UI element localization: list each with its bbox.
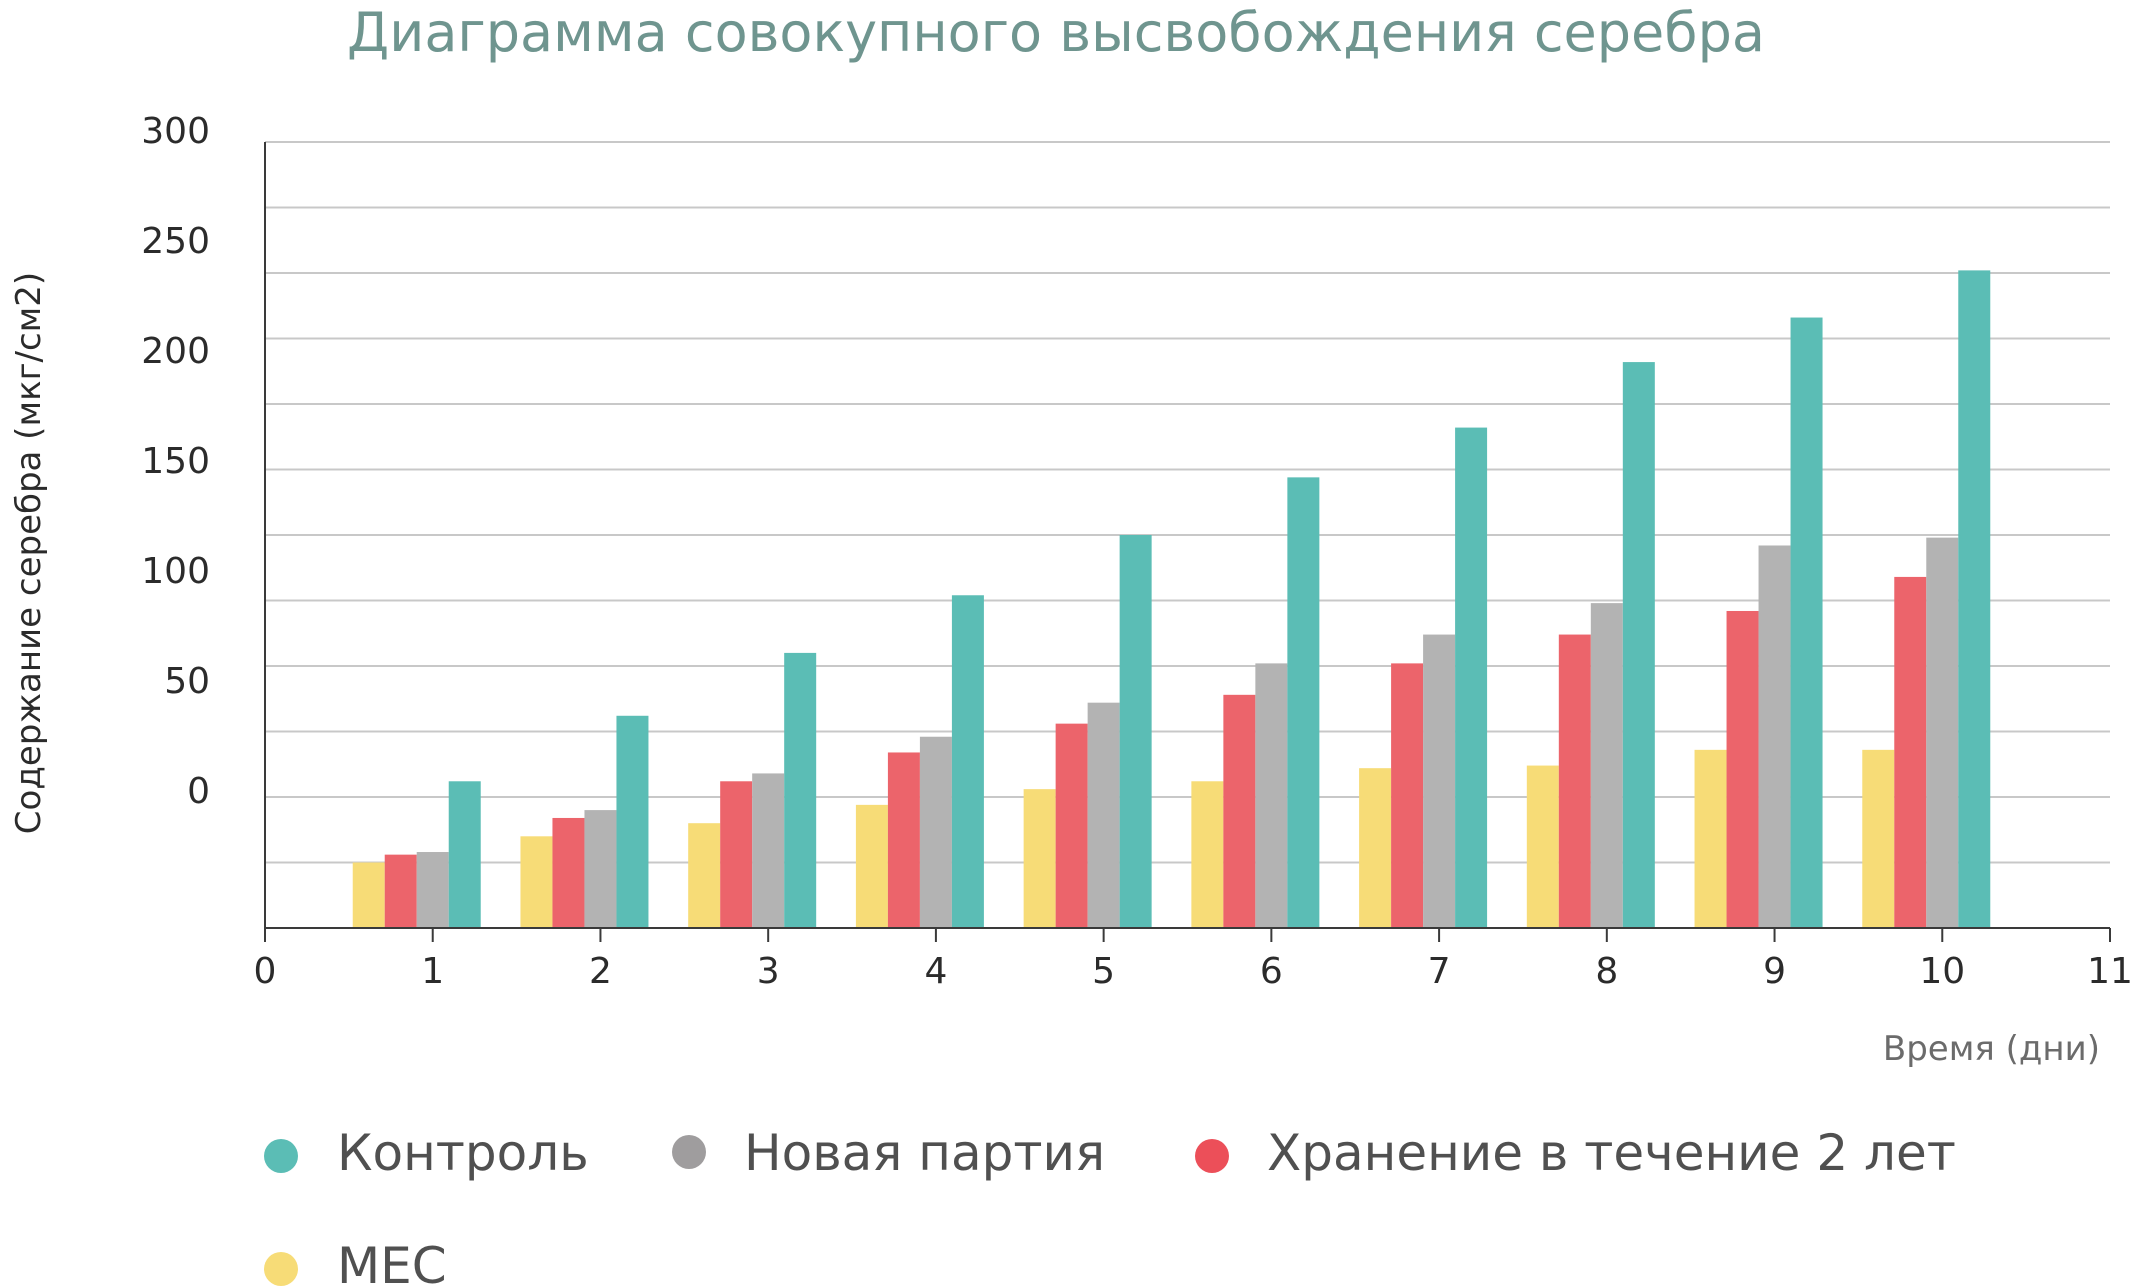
y-tick-label: 0 (187, 771, 210, 812)
x-tick-label: 6 (1260, 951, 1283, 992)
legend-marker (264, 1139, 298, 1173)
bar (752, 773, 785, 928)
bar (1191, 781, 1224, 928)
bar (616, 715, 649, 928)
bar (1558, 634, 1591, 928)
legend-marker (1195, 1139, 1229, 1173)
x-tick-label: 5 (1092, 951, 1115, 992)
y-tick-label: 150 (141, 441, 210, 482)
x-tick-label: 1 (421, 951, 444, 992)
y-axis-label: Содержание серебра (мкг/см2) (9, 272, 49, 834)
bar (1790, 317, 1823, 928)
bar (1055, 723, 1088, 928)
bar (951, 595, 984, 928)
bar (688, 823, 721, 928)
bar (1023, 789, 1056, 928)
legend-label: Хранение в течение 2 лет (1267, 1124, 1956, 1182)
bar (448, 781, 481, 928)
y-tick-label: 200 (141, 331, 210, 372)
x-tick-label: 10 (1919, 951, 1965, 992)
x-tick-label: 2 (589, 951, 612, 992)
bar (1287, 477, 1320, 928)
bar (784, 652, 817, 928)
bar (1958, 270, 1991, 928)
bar (352, 862, 385, 928)
bar (1862, 749, 1895, 928)
bar (584, 810, 617, 928)
bar (720, 781, 753, 928)
y-tick-label: 250 (141, 221, 210, 262)
bar (919, 736, 952, 928)
bars (352, 270, 1991, 929)
legend-label: Контроль (337, 1124, 589, 1182)
x-tick-label: 4 (924, 951, 947, 992)
legend: Контроль Новая партия Хранение в течение 2… (264, 1124, 1956, 1288)
legend-label: МЕС (337, 1237, 447, 1288)
chart-title: Диаграмма совокупного высвобождения сере… (347, 1, 1765, 64)
x-tick-label: 7 (1428, 951, 1451, 992)
bar (855, 804, 888, 928)
x-tick-label: 8 (1595, 951, 1618, 992)
bar (520, 836, 553, 928)
bar (1455, 427, 1488, 928)
bar (1894, 576, 1927, 928)
x-axis-label: Время (дни) (1883, 1029, 2100, 1069)
x-tick-label: 0 (254, 951, 277, 992)
bar (552, 817, 585, 928)
legend-marker (672, 1135, 706, 1169)
bar (384, 854, 417, 928)
y-tick-label: 300 (141, 111, 210, 152)
legend-label: Новая партия (744, 1124, 1105, 1182)
bar (1223, 694, 1256, 928)
bar (1391, 663, 1424, 928)
bar (1423, 634, 1456, 928)
bar (1255, 663, 1288, 928)
bar (1758, 545, 1791, 928)
x-tick-label: 3 (757, 951, 780, 992)
bar (1694, 749, 1727, 928)
bar (416, 852, 449, 928)
bar (1119, 535, 1152, 928)
bar (1926, 537, 1959, 928)
grid (265, 141, 2110, 864)
bar (887, 752, 920, 928)
bar (1590, 603, 1623, 928)
axes: 300 250 200 150 100 50 0 0 1 2 3 4 5 6 7 8 9 10 11 (141, 111, 2133, 992)
bar (1622, 362, 1655, 929)
x-tick-label: 9 (1763, 951, 1786, 992)
y-tick-label: 50 (164, 661, 210, 702)
bar (1087, 702, 1120, 928)
y-tick-label: 100 (141, 551, 210, 592)
bar (1726, 610, 1759, 928)
x-tick-label: 11 (2087, 951, 2133, 992)
legend-marker (264, 1252, 298, 1286)
bar (1526, 765, 1559, 928)
bar (1359, 768, 1392, 928)
